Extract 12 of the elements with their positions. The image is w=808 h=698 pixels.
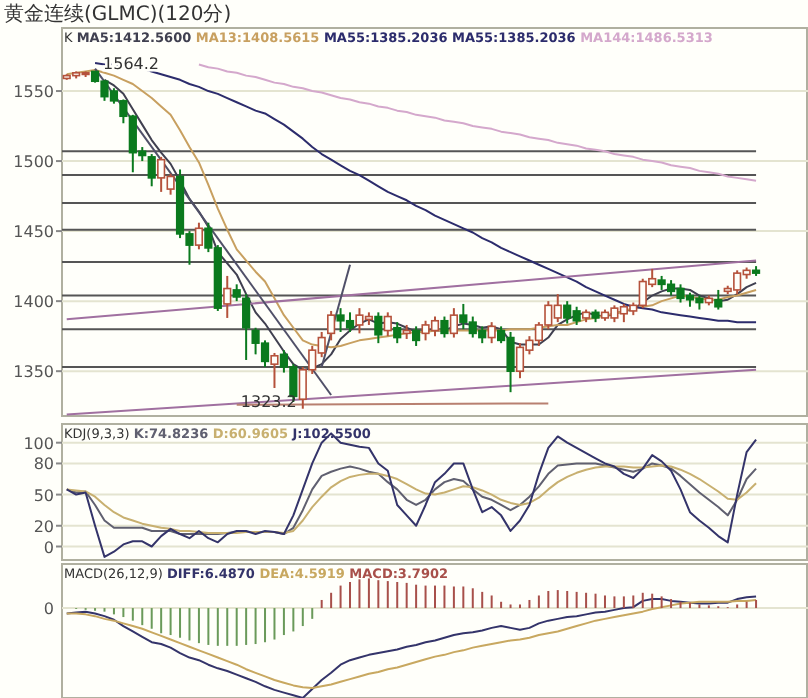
chart-title: 黄金连续(GLMC)(120分) bbox=[4, 2, 232, 26]
y-tick-label: 1350 bbox=[13, 363, 54, 382]
y-tick-label: 0 bbox=[43, 538, 54, 557]
y-tick-label: 1450 bbox=[13, 223, 54, 242]
y-tick-label: 1550 bbox=[13, 83, 54, 102]
y-tick-label: 1400 bbox=[13, 293, 54, 312]
y-tick-label: 20 bbox=[33, 517, 54, 536]
y-tick-label: 1500 bbox=[13, 153, 54, 172]
y-tick-label: 50 bbox=[33, 486, 54, 505]
annotation: 1323.2 bbox=[240, 392, 297, 411]
y-tick-label: 100 bbox=[23, 434, 54, 453]
y-tick-label: 80 bbox=[33, 455, 54, 474]
